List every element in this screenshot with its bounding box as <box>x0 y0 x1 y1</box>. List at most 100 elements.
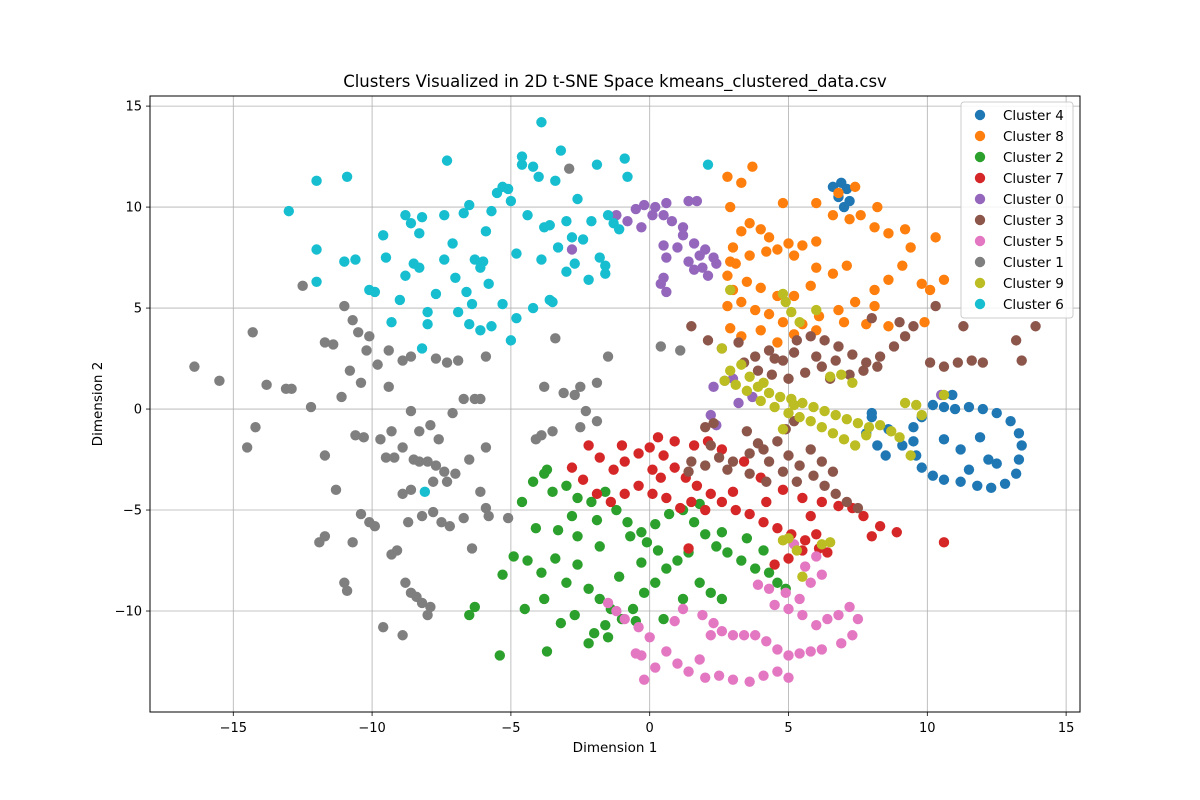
data-point <box>675 502 686 514</box>
data-point <box>844 214 855 225</box>
data-point <box>819 335 830 346</box>
data-point <box>938 434 950 445</box>
data-point <box>763 308 775 320</box>
data-point <box>450 468 461 479</box>
legend-marker <box>974 277 986 289</box>
data-point <box>661 197 672 209</box>
data-point <box>761 476 772 487</box>
data-point <box>705 587 716 599</box>
data-point <box>897 440 908 451</box>
data-point <box>591 514 603 526</box>
data-point <box>369 286 381 298</box>
data-point <box>811 529 822 540</box>
data-point <box>566 244 578 255</box>
data-point <box>938 401 950 413</box>
data-point <box>522 209 533 221</box>
data-point <box>788 347 800 358</box>
data-point <box>364 331 375 342</box>
data-point <box>805 510 816 522</box>
data-point <box>441 155 453 166</box>
data-point <box>405 484 417 496</box>
data-point <box>697 609 708 621</box>
data-point <box>827 428 839 439</box>
data-point <box>736 555 747 566</box>
data-point <box>772 644 783 655</box>
data-point <box>647 488 658 500</box>
data-point <box>419 486 431 498</box>
plot-frame <box>149 95 1081 713</box>
data-point <box>716 496 728 508</box>
data-point <box>311 244 322 255</box>
data-point <box>594 593 605 605</box>
data-point <box>569 258 580 269</box>
data-point <box>480 351 492 362</box>
data-point <box>464 454 475 465</box>
data-point <box>844 601 855 613</box>
legend-marker <box>974 298 986 310</box>
data-point <box>861 357 872 368</box>
data-point <box>586 216 597 227</box>
data-point <box>722 171 733 182</box>
data-point <box>777 424 789 435</box>
data-point <box>650 518 661 530</box>
data-point <box>869 222 880 233</box>
x-tick-label: 10 <box>919 721 936 736</box>
data-point <box>744 218 755 229</box>
data-point <box>475 393 486 405</box>
data-point <box>733 397 744 409</box>
data-point <box>727 486 739 498</box>
data-point <box>999 478 1011 489</box>
data-point <box>894 432 905 443</box>
data-point <box>799 367 811 378</box>
data-point <box>972 480 983 491</box>
data-point <box>311 175 322 187</box>
data-point <box>633 621 644 633</box>
data-point <box>805 415 816 427</box>
data-point <box>811 262 822 273</box>
data-point <box>464 319 475 330</box>
data-point <box>577 474 589 485</box>
legend-label: Cluster 0 <box>1003 192 1064 208</box>
data-point <box>383 381 394 393</box>
data-point <box>744 468 755 479</box>
data-point <box>722 464 733 475</box>
data-point <box>777 317 789 328</box>
data-point <box>788 399 800 411</box>
data-point <box>683 256 694 267</box>
data-point <box>250 422 261 433</box>
data-point <box>727 456 739 467</box>
data-point <box>700 504 711 516</box>
data-point <box>722 300 733 312</box>
data-point <box>741 426 753 437</box>
data-point <box>405 405 417 417</box>
data-point <box>655 472 667 483</box>
data-point <box>786 306 797 318</box>
data-point <box>794 317 805 328</box>
data-point <box>955 476 966 487</box>
data-point <box>841 496 853 508</box>
data-point <box>738 456 750 467</box>
data-point <box>683 666 694 677</box>
data-point <box>522 555 533 566</box>
data-point <box>1005 415 1016 427</box>
data-point <box>566 462 578 473</box>
data-point <box>883 321 894 332</box>
data-point <box>722 270 733 281</box>
data-point <box>414 262 425 273</box>
data-point <box>661 492 672 504</box>
data-point <box>1013 454 1025 465</box>
data-point <box>669 615 680 627</box>
y-tick-label: 10 <box>125 201 142 216</box>
data-point <box>650 577 661 588</box>
data-point <box>824 371 836 382</box>
data-point <box>425 420 436 431</box>
data-point <box>636 527 647 538</box>
data-point <box>247 327 258 338</box>
data-point <box>638 674 650 685</box>
data-point <box>947 389 958 401</box>
data-point <box>872 201 883 213</box>
data-point <box>686 456 697 467</box>
data-point <box>677 593 689 605</box>
data-point <box>436 516 447 528</box>
data-point <box>774 391 786 403</box>
